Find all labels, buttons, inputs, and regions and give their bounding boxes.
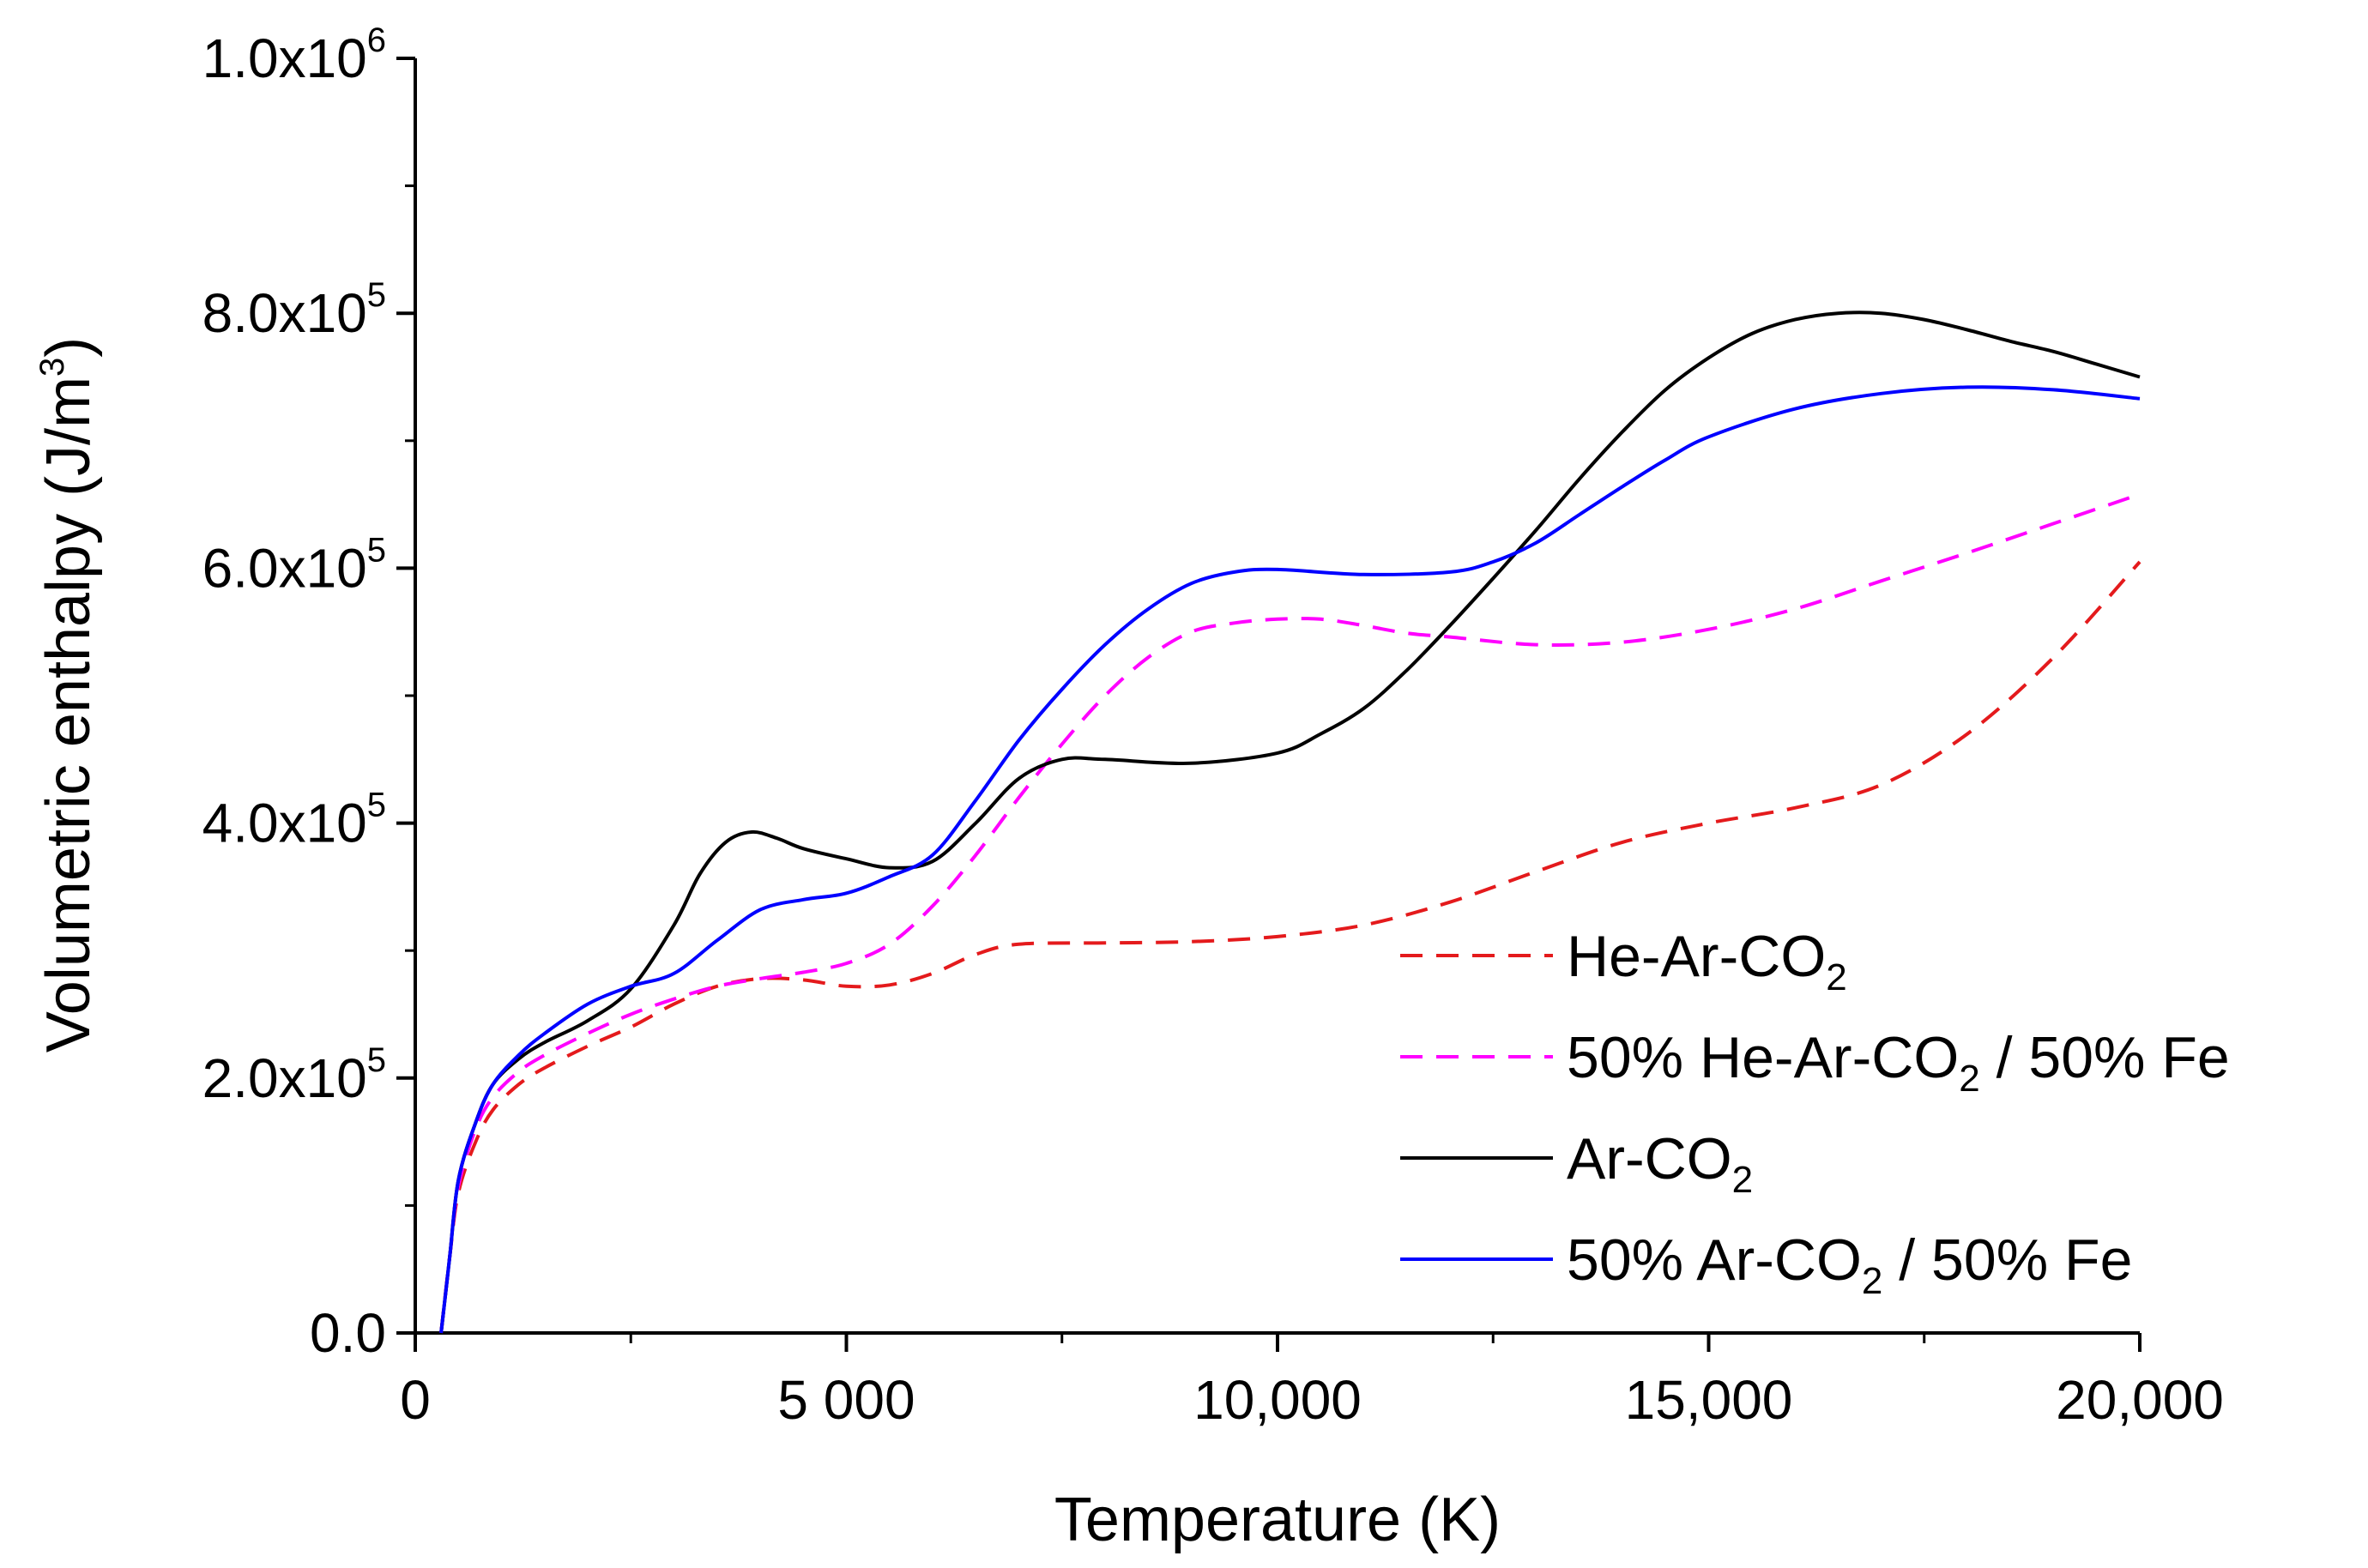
axis-titles: Temperature (K) Volumetric enthalpy (J/m… (33, 337, 1501, 1554)
x-tick-label: 0 (400, 1369, 431, 1431)
y-tick-label: 4.0x105 (202, 787, 386, 854)
x-tick-label: 5 000 (777, 1369, 915, 1431)
series-line-0 (439, 560, 2141, 1334)
legend: He-Ar-CO2 50% He-Ar-CO2 / 50% Fe Ar-CO2 50%… (1400, 924, 2230, 1302)
y-axis-title-close: ) (34, 337, 103, 358)
legend-label-3: 50% Ar-CO2 / 50% Fe (1567, 1227, 2132, 1302)
series-line-2 (439, 311, 2141, 1334)
legend-label-0: He-Ar-CO2 (1567, 924, 1847, 998)
y-axis-title: Volumetric enthalpy (J/m3) (33, 337, 103, 1053)
y-minor-ticks (405, 184, 415, 1207)
y-tick-label: 0.0 (310, 1302, 386, 1364)
x-axis-title: Temperature (K) (1054, 1486, 1501, 1554)
legend-label-1: 50% He-Ar-CO2 / 50% Fe (1567, 1025, 2230, 1100)
y-axis-title-sup: 3 (33, 358, 71, 377)
legend-label-2: Ar-CO2 (1567, 1126, 1753, 1201)
x-ticks: 0 5 000 10,000 15,000 20,000 (400, 1333, 2224, 1431)
series-group (439, 311, 2141, 1334)
y-tick-label: 2.0x105 (202, 1041, 386, 1109)
series-line-3 (439, 385, 2141, 1334)
y-tick-label: 1.0x106 (202, 21, 386, 89)
y-ticks: 0.0 2.0x105 4.0x105 6.0x105 8.0x105 1.0x106 (202, 21, 415, 1364)
series-line-1 (439, 492, 2141, 1334)
y-tick-label: 6.0x105 (202, 531, 386, 599)
x-tick-label: 10,000 (1193, 1369, 1362, 1431)
x-tick-label: 15,000 (1625, 1369, 1793, 1431)
axes (414, 58, 2140, 1335)
y-axis-title-main: Volumetric enthalpy (J/m (34, 377, 103, 1052)
x-tick-label: 20,000 (2056, 1369, 2224, 1431)
x-minor-ticks (629, 1333, 1926, 1343)
y-tick-label: 8.0x105 (202, 276, 386, 344)
